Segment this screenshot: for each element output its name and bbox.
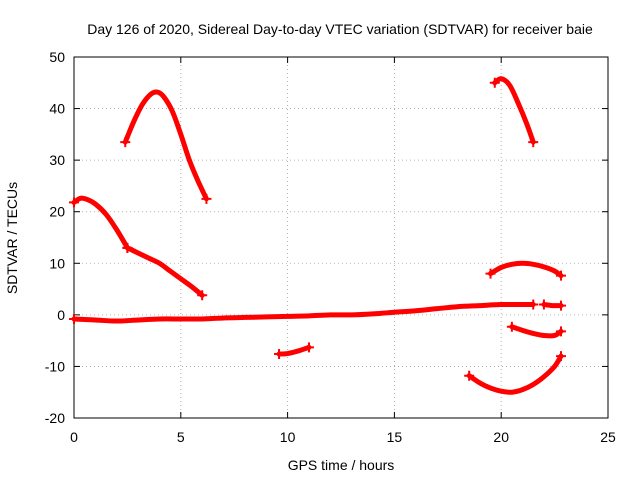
y-axis-label: SDTVAR / TECUs: [4, 182, 20, 294]
series-endpoint-marker: [556, 351, 567, 362]
plot-frame: [73, 56, 609, 419]
series-endpoint-marker: [538, 299, 549, 310]
series-arc-10: [466, 353, 564, 395]
x-tick-label: 15: [387, 429, 403, 445]
series-arc-7: [488, 260, 564, 279]
x-tick-label: 5: [177, 429, 185, 445]
series-group: [69, 76, 567, 395]
series-endpoint-marker: [528, 137, 539, 148]
series-endpoint-marker: [556, 270, 567, 281]
x-tick-label: 10: [280, 429, 296, 445]
axis-ticks: 0 5 10 15 20 25 -20 -10 0 10 20 30 40 50: [45, 49, 616, 445]
series-endpoint-marker: [120, 137, 131, 148]
series-endpoint-marker: [69, 313, 79, 324]
series-arc-2: [71, 195, 130, 251]
y-tick-label: -20: [45, 410, 65, 426]
x-tick-label: 25: [600, 429, 616, 445]
series-endpoint-marker: [489, 77, 500, 88]
series-arc-9: [509, 324, 564, 339]
chart-title: Day 126 of 2020, Sidereal Day-to-day VTE…: [87, 21, 593, 37]
series-endpoint-marker: [122, 242, 133, 253]
y-tick-label: 40: [49, 101, 65, 117]
y-tick-label: 10: [49, 255, 65, 271]
series-endpoint-marker: [485, 268, 496, 279]
x-axis-label: GPS time / hours: [288, 457, 395, 473]
series-endpoint-marker: [528, 299, 539, 310]
series-endpoint-marker: [274, 349, 285, 360]
series-endpoint-marker: [201, 193, 212, 204]
series-baseline: [71, 301, 536, 324]
x-tick-label: 0: [70, 429, 78, 445]
series-arc-6: [492, 76, 536, 145]
series-arc-1: [122, 89, 209, 202]
series-endpoint-marker: [69, 197, 79, 208]
series-arc-3: [124, 245, 205, 298]
series-endpoint-marker: [556, 326, 567, 337]
series-endpoint-marker: [197, 290, 208, 301]
y-tick-label: 20: [49, 204, 65, 220]
series-arc-5: [276, 344, 312, 357]
y-tick-label: 0: [57, 307, 65, 323]
series-endpoint-marker: [556, 300, 567, 311]
y-tick-label: 30: [49, 152, 65, 168]
series-endpoint-marker: [506, 321, 517, 332]
grid: [74, 57, 608, 418]
y-tick-label: 50: [49, 49, 65, 65]
series-endpoint-marker: [464, 370, 475, 381]
x-tick-label: 20: [493, 429, 509, 445]
series-endpoint-marker: [303, 342, 314, 353]
y-tick-label: -10: [45, 358, 65, 374]
